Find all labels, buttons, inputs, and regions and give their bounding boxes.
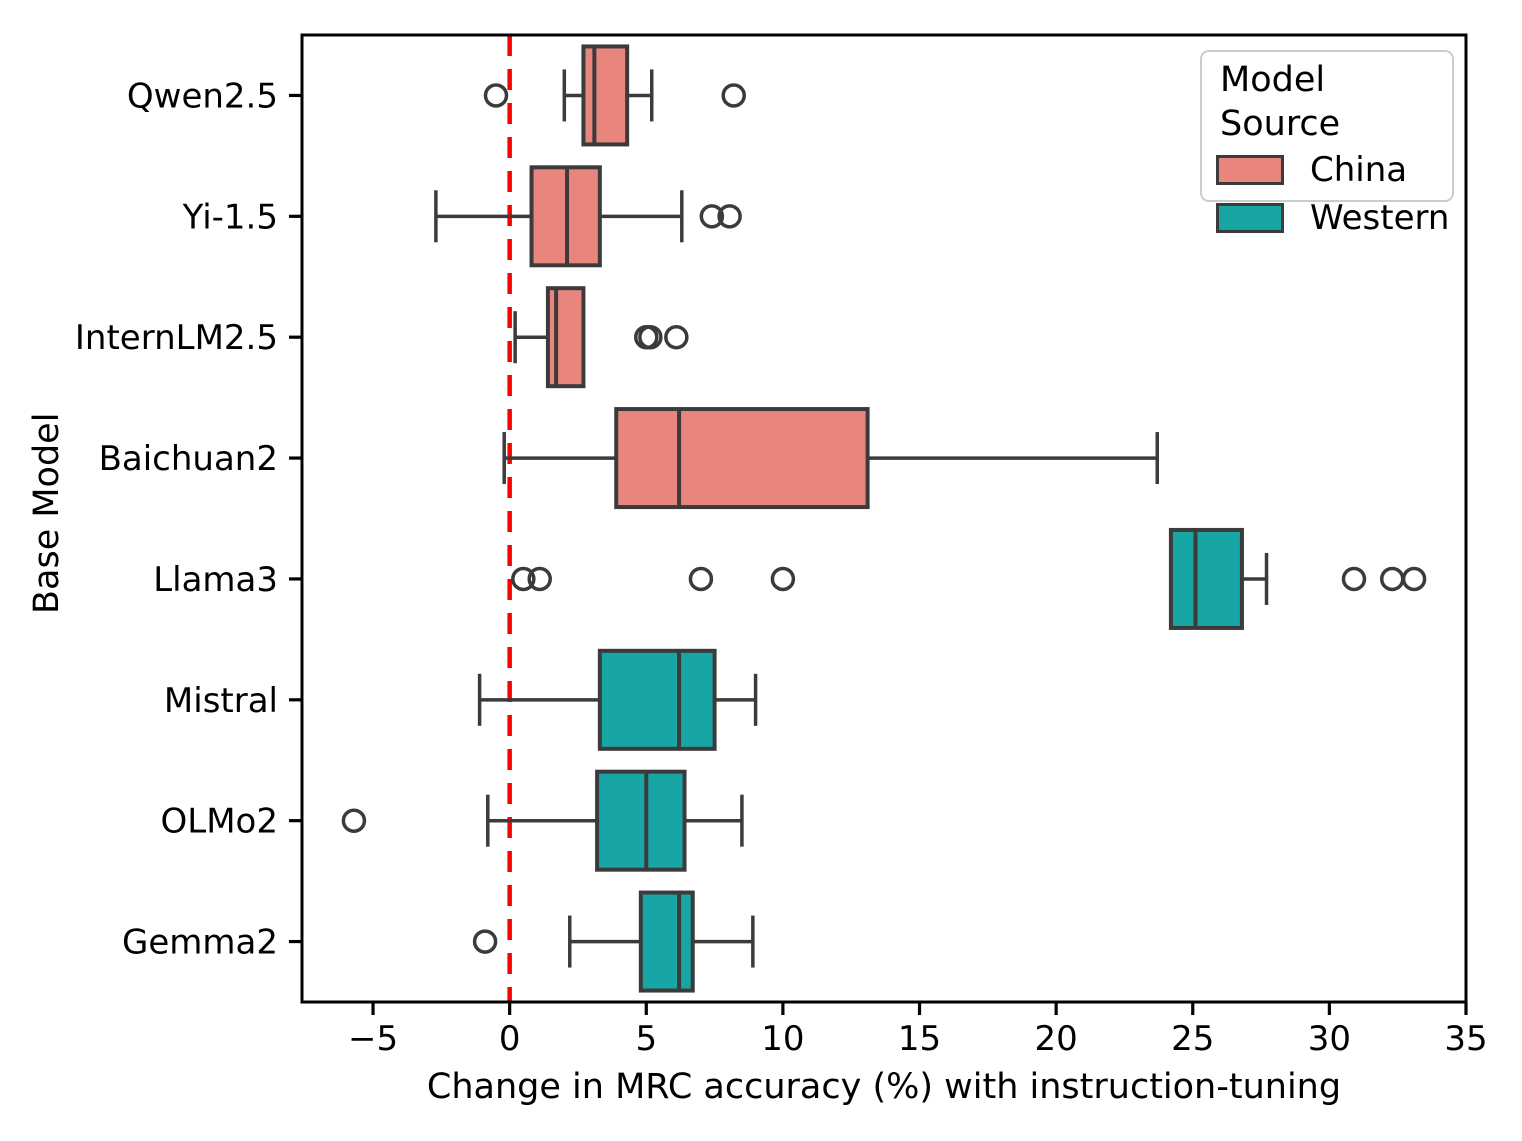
x-axis-label: Change in MRC accuracy (%) with instruct… bbox=[426, 1067, 1342, 1107]
x-tick-label: 10 bbox=[761, 1019, 804, 1059]
y-tick-label: Qwen2.5 bbox=[127, 76, 278, 116]
y-tick-label: Baichuan2 bbox=[99, 439, 278, 479]
outlier-point-qwen2-5 bbox=[483, 83, 509, 108]
box-rect-baichuan2 bbox=[614, 407, 870, 510]
outlier-point-llama3 bbox=[511, 566, 536, 592]
box-rect-llama3 bbox=[1168, 527, 1244, 630]
outlier-point-llama3 bbox=[1341, 566, 1367, 592]
outlier-point-llama3 bbox=[688, 566, 714, 592]
legend-swatch-western bbox=[1216, 203, 1284, 233]
y-tick-label: Mistral bbox=[164, 681, 278, 721]
x-tick-label: 30 bbox=[1308, 1019, 1351, 1059]
box-rect-olmo2 bbox=[595, 769, 687, 872]
outlier-point-llama3 bbox=[1401, 566, 1427, 592]
legend-swatch-china bbox=[1216, 155, 1284, 185]
y-tick-label: InternLM2.5 bbox=[75, 318, 278, 358]
box-rect-mistral bbox=[597, 648, 717, 751]
outlier-point-yi-1-5 bbox=[717, 204, 742, 229]
legend-entry-china: China bbox=[1216, 146, 1452, 194]
x-tick-label: 20 bbox=[1035, 1019, 1078, 1059]
outlier-point-gemma2 bbox=[472, 929, 498, 954]
outlier-point-qwen2-5 bbox=[721, 83, 746, 108]
box-rect-qwen2-5 bbox=[581, 44, 630, 147]
box-rect-internlm2-5 bbox=[545, 286, 586, 389]
x-tick-label: 15 bbox=[898, 1019, 941, 1059]
outlier-point-yi-1-5 bbox=[699, 204, 725, 229]
legend-label-china: China bbox=[1310, 150, 1408, 190]
x-tick-label: 35 bbox=[1444, 1019, 1487, 1059]
box-rect-gemma2 bbox=[638, 890, 695, 993]
outlier-point-llama3 bbox=[527, 566, 552, 592]
y-tick-label: Llama3 bbox=[153, 560, 278, 600]
x-tick-label: 0 bbox=[499, 1019, 521, 1059]
legend-label-western: Western bbox=[1310, 198, 1450, 238]
x-tick-label: −5 bbox=[348, 1019, 398, 1059]
outlier-point-internlm2-5 bbox=[638, 324, 663, 350]
y-tick-label: Gemma2 bbox=[122, 923, 278, 963]
y-tick-label: OLMo2 bbox=[161, 802, 278, 842]
outlier-point-olmo2 bbox=[341, 808, 367, 833]
legend-title: Model Source bbox=[1220, 60, 1341, 144]
outlier-point-llama3 bbox=[1379, 566, 1405, 592]
plot-border bbox=[300, 33, 1468, 1004]
y-tick-label: Yi-1.5 bbox=[182, 197, 278, 237]
outlier-point-llama3 bbox=[770, 566, 796, 592]
x-tick-label: 5 bbox=[635, 1019, 657, 1059]
outlier-point-internlm2-5 bbox=[664, 324, 689, 350]
y-axis-label: Base Model bbox=[27, 412, 67, 614]
x-tick-label: 25 bbox=[1171, 1019, 1214, 1059]
legend: Model Source China Western bbox=[1200, 50, 1454, 238]
legend-entry-western: Western bbox=[1216, 194, 1452, 242]
